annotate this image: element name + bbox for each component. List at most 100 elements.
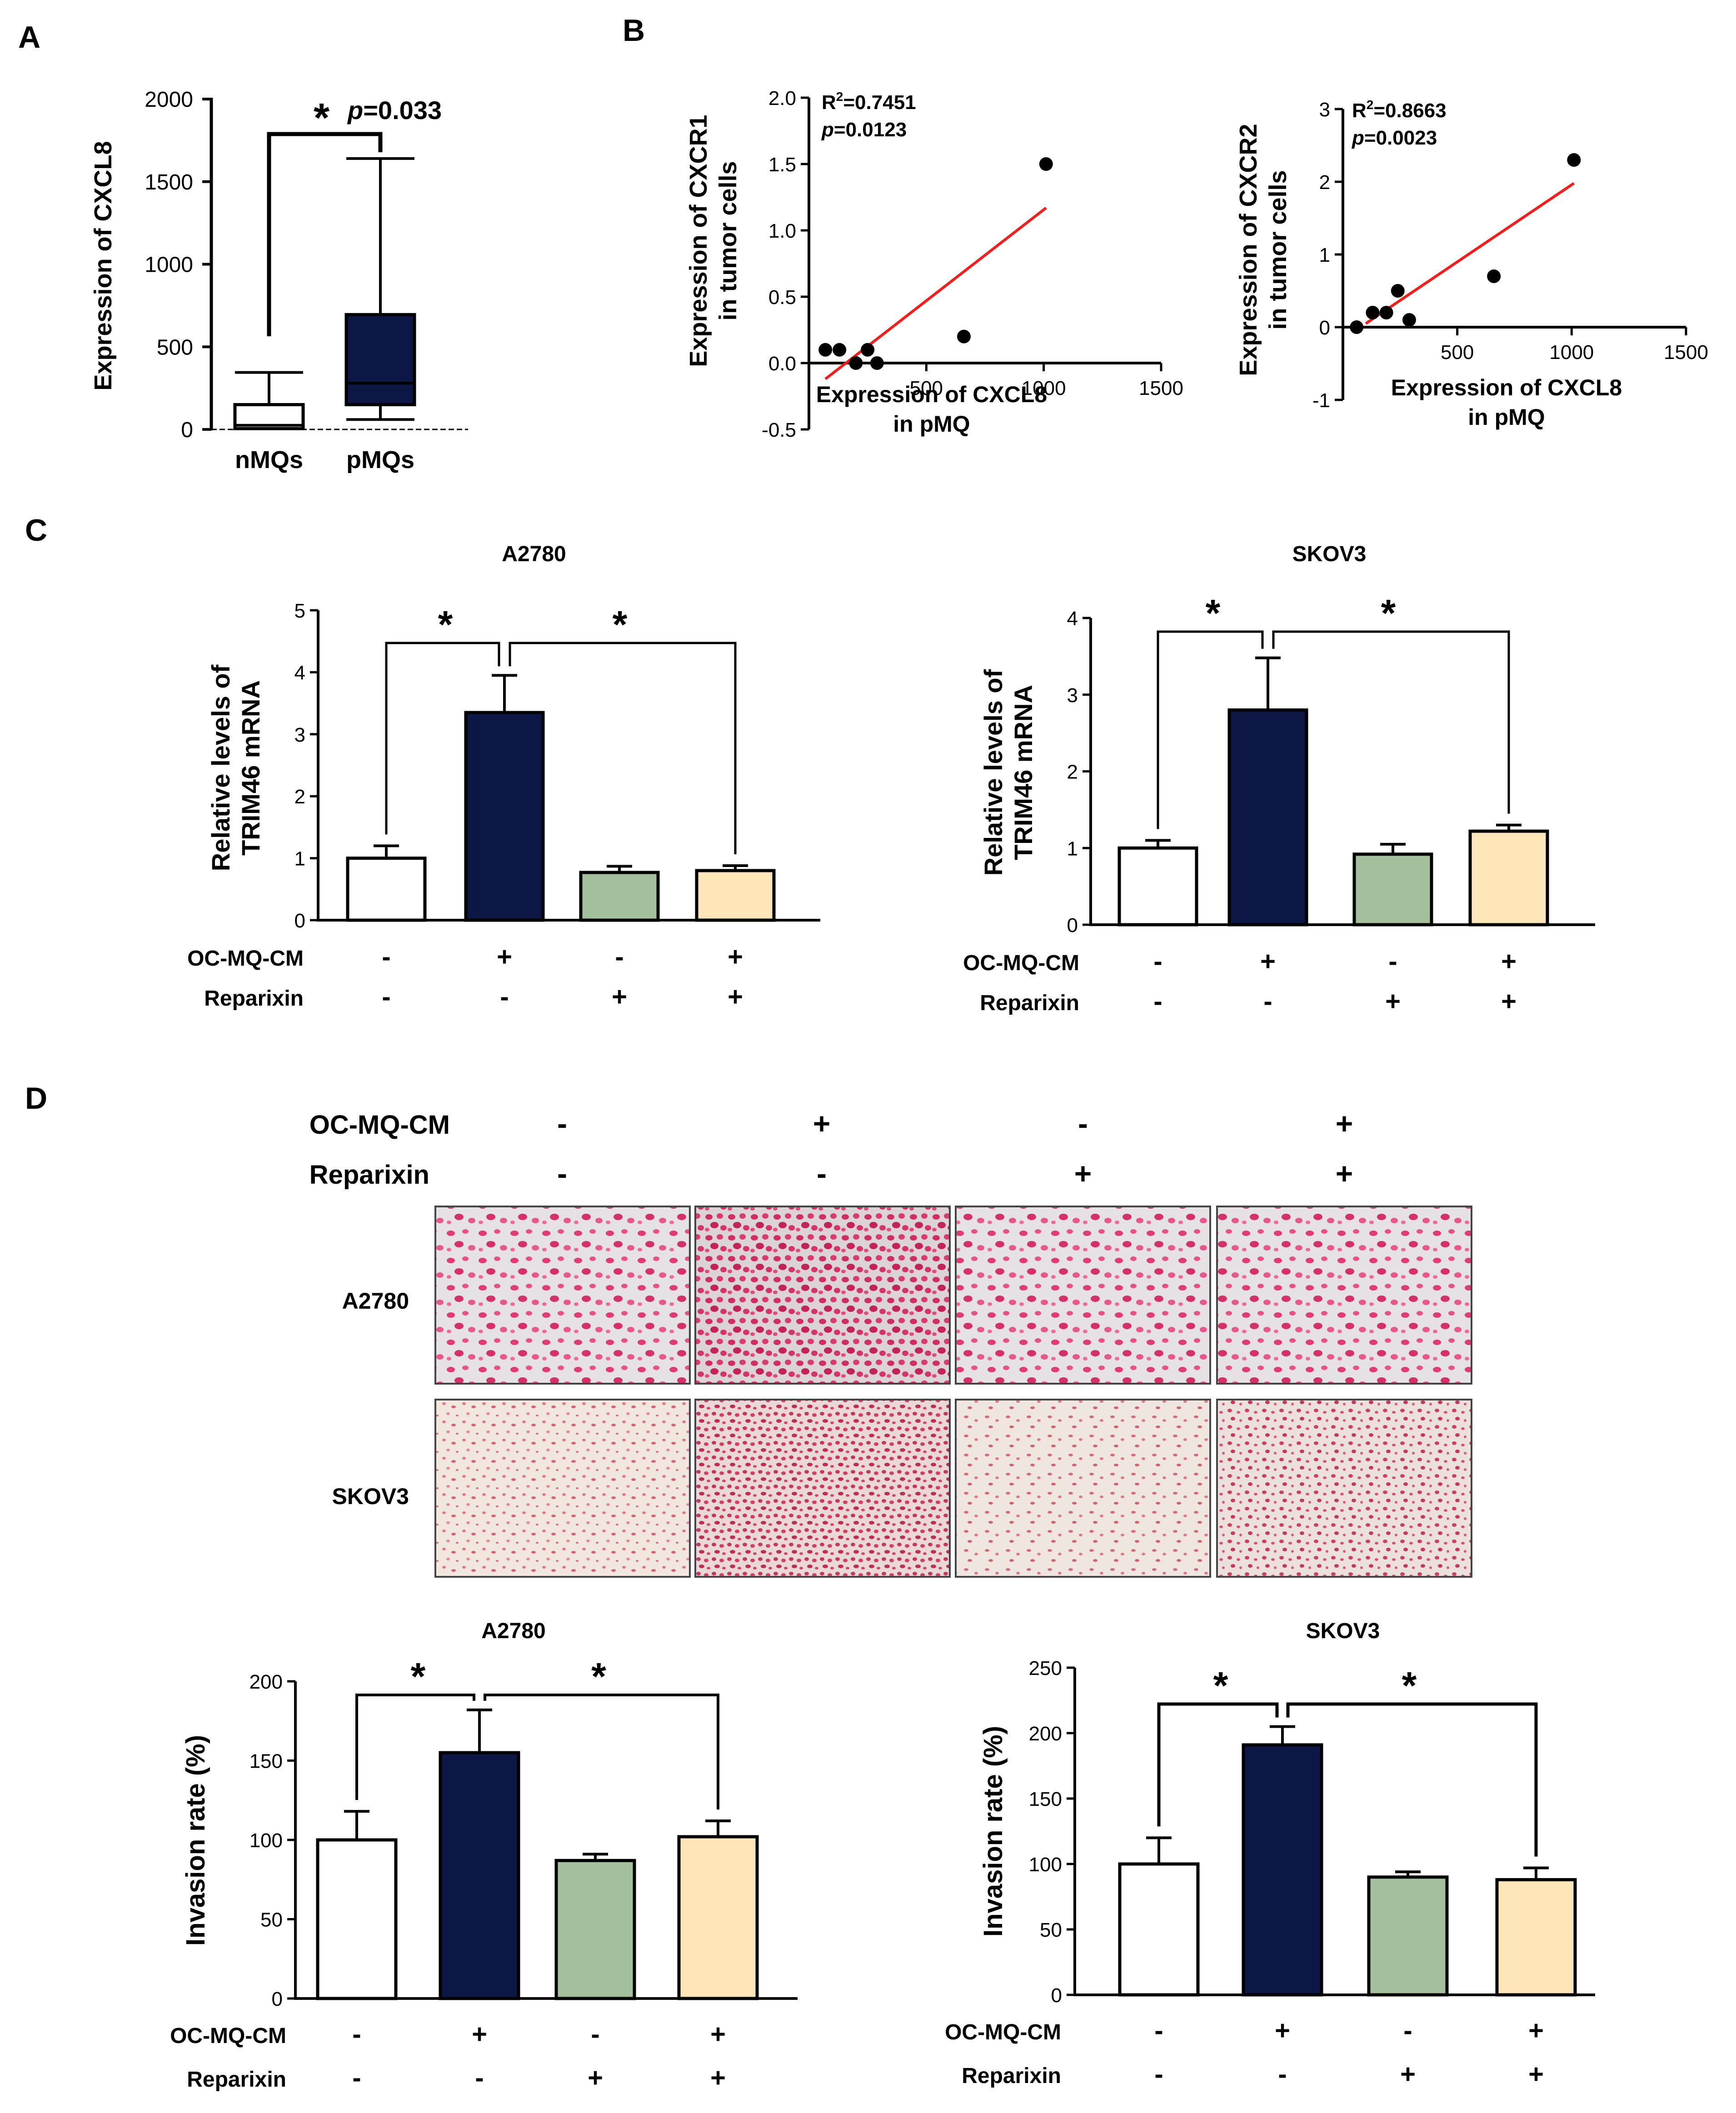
chart-b1-scatter: Expression of CXCR1 in tumor cells -0.5 0… xyxy=(685,87,1183,441)
chart-c2-y-tick-label: 1 xyxy=(1067,837,1078,860)
chart-b2-x-tick-label: 1000 xyxy=(1549,341,1594,364)
panel-label-b: B xyxy=(623,13,645,48)
chart-c2-bar xyxy=(1468,829,1549,927)
micrograph-a2780-cm-reparixin xyxy=(1216,1206,1472,1385)
chart-d1-row2-sign: + xyxy=(710,2063,726,2093)
chart-b2-points xyxy=(1350,153,1581,334)
chart-c1-y-tick-label: 3 xyxy=(294,724,305,746)
chart-c2-bar: SKOV3 Relative levels of TRIM46 mRNA 0 1 2 3 4 *… xyxy=(963,542,1595,1016)
chart-b2-y-axis-label-line1: Expression of CXCR2 xyxy=(1235,124,1262,376)
chart-c1-row1-sign: - xyxy=(615,942,624,972)
chart-b1-p-value: p=0.0123 xyxy=(821,119,907,141)
chart-d2-row1-sign: + xyxy=(1528,2016,1544,2045)
chart-d1-row1-label: OC-MQ-CM xyxy=(170,2024,286,2048)
micrograph-row2-sign: + xyxy=(1336,1156,1353,1190)
chart-d1-y-tick-label: 100 xyxy=(249,1829,283,1852)
chart-c2-bracket-right xyxy=(1272,630,1510,814)
micrograph-skov3-cm-reparixin xyxy=(1216,1399,1472,1578)
chart-b1-x-axis-label-line2: in pMQ xyxy=(893,411,970,437)
chart-b2-y-tick-label: 3 xyxy=(1319,99,1330,121)
micrograph-row2-sign: + xyxy=(1074,1156,1092,1190)
micrograph-row2-sign: - xyxy=(557,1156,567,1190)
chart-d2-row2-sign: - xyxy=(1278,2059,1287,2089)
chart-a-x-label: pMQs xyxy=(346,446,414,473)
chart-b1-point xyxy=(818,343,833,357)
chart-b1-x-axis-label-line1: Expression of CXCL8 xyxy=(816,382,1047,407)
chart-b2-scatter: Expression of CXCR2 in tumor cells -1 0 1 2… xyxy=(1235,98,1708,430)
micrograph-row1-sign: - xyxy=(557,1106,567,1140)
chart-c2-row2-sign: - xyxy=(1153,987,1162,1016)
chart-c2-row1-label: OC-MQ-CM xyxy=(963,951,1079,975)
chart-b1-r2: R2=0.7451 xyxy=(822,90,916,114)
chart-b1-x-tick-label: 500 xyxy=(910,377,943,399)
chart-a-y-axis-label: Expression of CXCL8 xyxy=(90,141,117,390)
chart-d1-y-tick-label: 150 xyxy=(249,1750,283,1773)
micrograph-row1-sign: - xyxy=(1078,1106,1088,1140)
chart-c1-significance-star: * xyxy=(613,603,628,646)
chart-c1-y-tick-label: 0 xyxy=(294,910,305,932)
micrograph-row-skov3 xyxy=(434,1399,1472,1578)
micrograph-skov3-reparixin xyxy=(955,1399,1211,1578)
chart-a-y-tick-label: 500 xyxy=(157,335,193,359)
chart-c1-title: A2780 xyxy=(502,542,566,566)
chart-b1-y-tick-label: 1.0 xyxy=(768,220,796,242)
micrograph-row-a2780 xyxy=(434,1206,1472,1385)
chart-b1-y-axis-label-line2: in tumor cells xyxy=(714,161,742,320)
chart-b1-y-tick-label: 0.5 xyxy=(768,286,796,309)
chart-b2-x-tick-label: 500 xyxy=(1441,341,1474,364)
chart-c2-significance-star: * xyxy=(1206,592,1221,634)
micrograph-row1-label: OC-MQ-CM xyxy=(309,1110,450,1140)
chart-c2-bar xyxy=(1117,846,1198,927)
chart-d1-title: A2780 xyxy=(481,1619,545,1643)
chart-d2-bracket-right xyxy=(1286,1702,1538,1857)
chart-b2-axes: -1 0 1 2 3 500 1000 1500 xyxy=(1312,99,1708,412)
micrograph-skov3-control xyxy=(434,1399,691,1578)
chart-d1-significance-star: * xyxy=(591,1655,606,1698)
micrograph-panel: OC-MQ-CM Reparixin - + - + - - + + A2780 SKOV3 xyxy=(309,1106,1472,1578)
chart-b1-point xyxy=(849,356,863,370)
chart-d1-y-tick-label: 200 xyxy=(249,1671,283,1693)
chart-b2-y-tick-label: 0 xyxy=(1319,317,1330,339)
chart-d2-y-axis-label: Invasion rate (%) xyxy=(978,1726,1008,1937)
chart-c1-bar xyxy=(346,857,427,922)
micrograph-row2-label: Reparixin xyxy=(309,1160,429,1190)
chart-c1-row2-label: Reparixin xyxy=(204,987,304,1011)
chart-c2-row1-sign: + xyxy=(1501,947,1517,976)
chart-c2-significance-star: * xyxy=(1381,592,1396,634)
chart-c1-bracket-left xyxy=(385,642,500,835)
chart-b1-points xyxy=(818,157,1053,380)
chart-d2-row2-sign: - xyxy=(1154,2059,1163,2089)
chart-b1-point xyxy=(957,329,971,344)
chart-c1-row2-sign: - xyxy=(382,982,390,1012)
chart-b2-x-axis-label-line2: in pMQ xyxy=(1468,404,1545,430)
chart-b1-y-tick-label: 0.0 xyxy=(768,353,796,375)
chart-c1-row1-label: OC-MQ-CM xyxy=(187,947,304,971)
chart-c2-row2-sign: + xyxy=(1501,987,1517,1016)
chart-d1-y-tick-label: 50 xyxy=(260,1909,283,1931)
chart-b1-point xyxy=(1039,157,1053,171)
chart-d2-y-tick-label: 150 xyxy=(1029,1788,1062,1810)
chart-b1-point xyxy=(870,356,884,370)
chart-b2-y-axis-label-line2: in tumor cells xyxy=(1264,170,1292,329)
chart-d1-significance-star: * xyxy=(411,1655,426,1698)
chart-d1-bar: A2780 Invasion rate (%) 0 50 100 150 200 * * OC-M… xyxy=(170,1619,798,2093)
panel-label-a: A xyxy=(18,20,40,55)
chart-b2-point xyxy=(1487,269,1501,283)
chart-d1-bar xyxy=(677,1835,759,2000)
chart-a-x-label: nMQs xyxy=(235,446,303,473)
chart-a-p-value: p=0.033 xyxy=(347,96,442,125)
chart-c1-y-axis-label-line1: Relative levels of xyxy=(206,664,235,871)
chart-c1-row2-sign: + xyxy=(612,982,627,1012)
chart-d1-bracket-right xyxy=(484,1694,719,1810)
micrograph-signs: - + - + - - + + xyxy=(557,1106,1353,1190)
chart-c2-row2-sign: + xyxy=(1385,987,1401,1016)
chart-c1-significance-star: * xyxy=(438,603,453,646)
chart-c2-bar xyxy=(1227,708,1308,927)
chart-c2-row1-sign: - xyxy=(1388,947,1397,976)
chart-d2-title: SKOV3 xyxy=(1306,1619,1380,1643)
chart-b1-x-tick-label: 1000 xyxy=(1022,377,1066,399)
micrograph-a2780-cm xyxy=(694,1206,951,1385)
chart-c2-bracket-left xyxy=(1157,630,1264,829)
chart-a-y-tick-label: 0 xyxy=(181,418,193,442)
